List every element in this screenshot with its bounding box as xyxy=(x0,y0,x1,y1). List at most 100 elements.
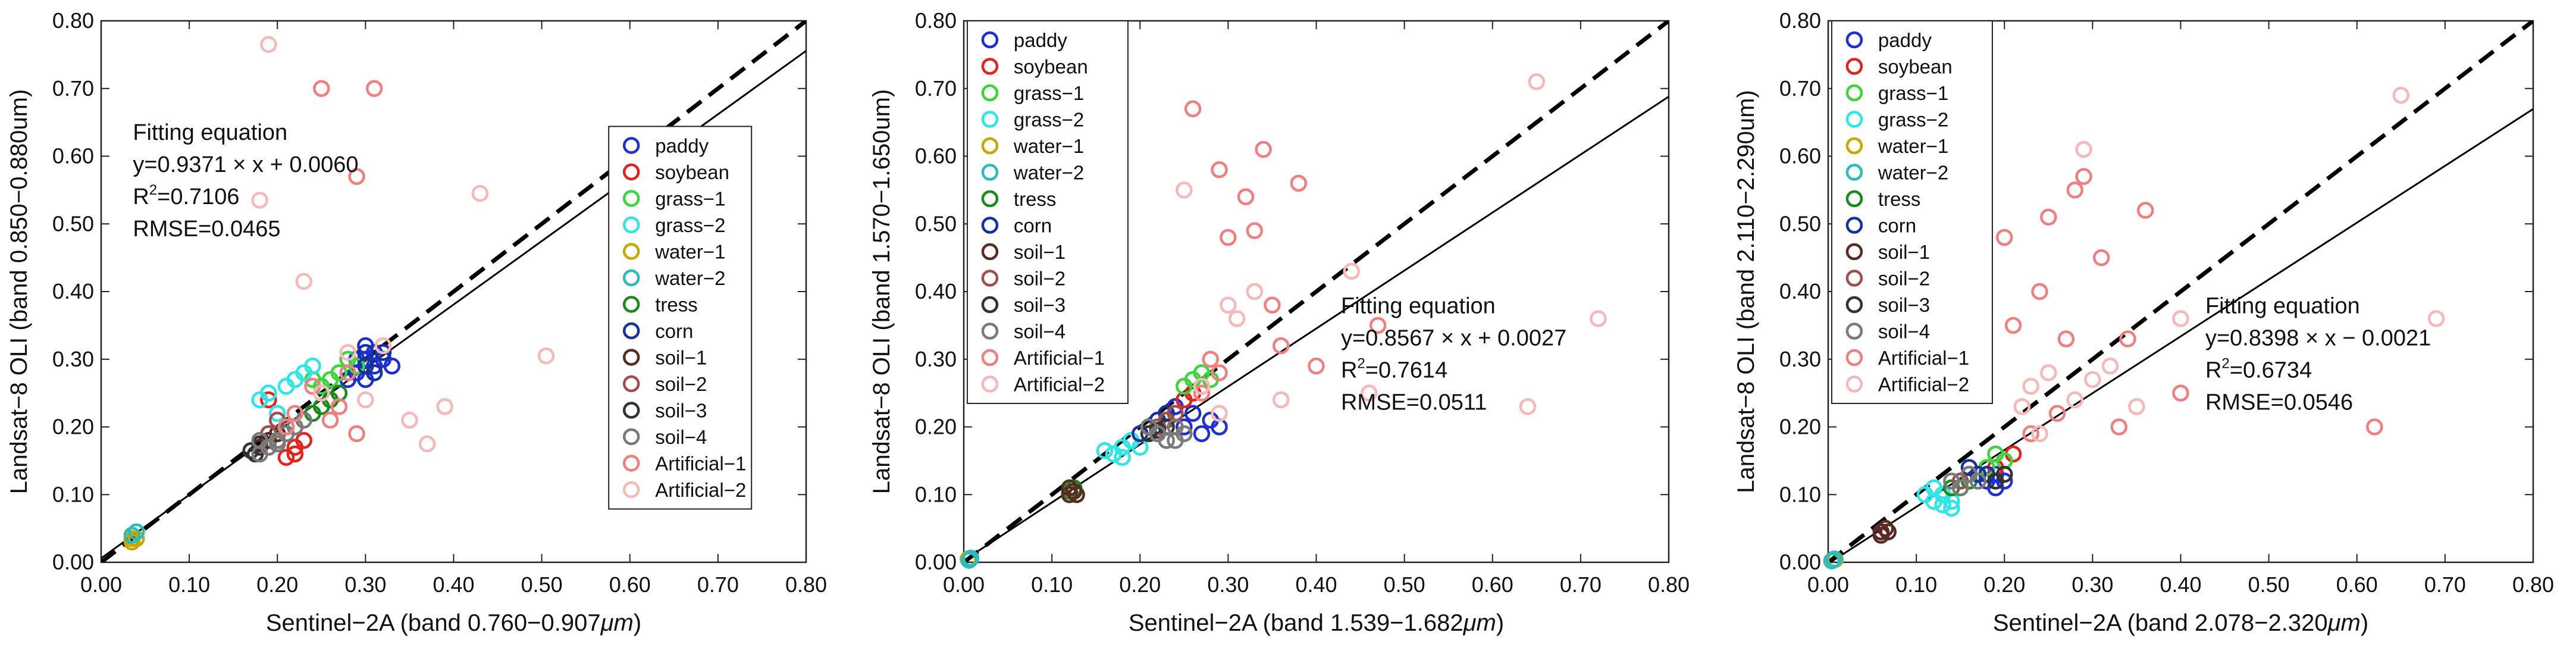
series-Artificial−2 xyxy=(1176,73,1607,422)
x-tick-label: 0.70 xyxy=(697,572,739,597)
legend-label: corn xyxy=(655,320,693,342)
annotation-r2: R2=0.7614 xyxy=(1341,355,1447,383)
legend-label: Artificial−1 xyxy=(655,452,746,474)
legend-item: soybean xyxy=(622,161,729,183)
y-tick-label: 0.20 xyxy=(915,415,957,439)
data-point xyxy=(339,364,356,381)
series-Artificial−2 xyxy=(251,36,555,453)
data-point xyxy=(374,344,392,361)
x-tick-label: 0.60 xyxy=(2336,572,2378,597)
legend-label: grass−1 xyxy=(655,187,725,209)
x-tick-label: 0.00 xyxy=(80,572,122,597)
data-point xyxy=(1167,432,1184,449)
data-point xyxy=(2066,181,2083,199)
data-point xyxy=(1934,496,1951,514)
data-point xyxy=(1176,181,1193,199)
x-tick-label: 0.20 xyxy=(256,572,298,597)
legend-label: soil−3 xyxy=(1014,294,1066,316)
legend-marker xyxy=(981,164,999,181)
data-point xyxy=(1255,140,1272,158)
legend-item: paddy xyxy=(622,134,709,156)
fit-line xyxy=(964,96,1669,562)
legend-item: water−1 xyxy=(981,135,1084,157)
legend-label: soil−4 xyxy=(1014,321,1066,343)
data-point xyxy=(1361,384,1378,402)
legend-item: soil−1 xyxy=(981,241,1066,263)
data-point xyxy=(357,337,374,355)
legend: paddy soybean grass−1 grass−2 water−1 water−2… xyxy=(608,126,753,510)
data-point xyxy=(1369,317,1387,334)
y-tick-label: 0.10 xyxy=(915,482,957,506)
data-point xyxy=(286,405,304,422)
legend-marker xyxy=(1845,217,1863,234)
legend-label: water−1 xyxy=(654,240,725,262)
y-tick-label: 0.80 xyxy=(915,8,957,33)
data-point xyxy=(436,398,453,415)
legend-label: soybean xyxy=(655,161,729,183)
legend-label: Artificial−1 xyxy=(1878,347,1969,369)
data-point xyxy=(1220,228,1237,246)
data-point xyxy=(1246,283,1264,300)
legend-marker xyxy=(981,349,999,367)
data-point xyxy=(1264,296,1281,314)
data-point xyxy=(1193,425,1211,443)
x-tick-label: 0.40 xyxy=(433,572,474,597)
legend-item: Artificial−2 xyxy=(622,479,746,501)
x-tick-label: 0.50 xyxy=(1384,572,1425,597)
series-grass−2 xyxy=(251,357,321,422)
y-tick-label: 0.20 xyxy=(52,415,94,439)
data-point xyxy=(269,435,286,453)
data-point xyxy=(1925,479,1942,497)
y-tick-label: 0.10 xyxy=(52,482,94,506)
data-point xyxy=(1879,523,1897,541)
y-tick-label: 0.30 xyxy=(1779,347,1821,371)
data-point xyxy=(2101,357,2119,375)
legend-marker xyxy=(981,111,999,128)
legend-item: paddy xyxy=(981,29,1067,51)
legend-box xyxy=(1831,20,1993,404)
legend-item: Artificial−2 xyxy=(981,374,1105,396)
legend-marker xyxy=(622,375,640,393)
data-point xyxy=(2040,364,2057,381)
x-axis-label: Sentinel−2A (band 0.760−0.907μm) xyxy=(266,610,641,636)
x-tick-label: 0.10 xyxy=(1031,572,1073,597)
data-point xyxy=(1211,405,1228,422)
data-point xyxy=(260,36,277,54)
data-point xyxy=(418,435,436,453)
legend-item: soil−3 xyxy=(622,399,707,421)
y-tick-label: 0.30 xyxy=(915,347,957,371)
legend-item: Artificial−1 xyxy=(1845,347,1969,369)
annotation-equation: y=0.8567 × x + 0.0027 xyxy=(1341,325,1566,350)
y-tick-label: 0.50 xyxy=(1779,211,1821,236)
legend-marker xyxy=(981,217,999,234)
series-water−2 xyxy=(960,549,980,569)
data-point xyxy=(313,384,330,402)
x-tick-label: 0.10 xyxy=(1895,572,1937,597)
legend-marker xyxy=(1845,322,1863,340)
legend-label: soil−2 xyxy=(1878,268,1930,290)
data-point xyxy=(2084,371,2101,389)
legend-marker xyxy=(1845,270,1863,287)
legend-item: tress xyxy=(622,293,698,315)
legend-marker xyxy=(622,269,640,287)
legend-item: Artificial−2 xyxy=(1845,374,1969,396)
series-soil−4 xyxy=(1140,418,1193,449)
data-point xyxy=(1519,398,1537,415)
y-tick-label: 0.00 xyxy=(52,550,94,574)
data-point xyxy=(348,168,365,185)
series-water−2 xyxy=(1823,550,1843,569)
legend-label: tress xyxy=(655,293,698,315)
data-point xyxy=(2004,317,2022,334)
legend-item: tress xyxy=(981,188,1056,210)
data-point xyxy=(383,357,401,375)
data-point xyxy=(251,192,268,209)
x-tick-label: 0.80 xyxy=(2512,572,2554,597)
legend-marker xyxy=(981,190,999,208)
legend-box xyxy=(966,20,1129,404)
legend-label: tress xyxy=(1878,188,1921,210)
legend-item: soil−4 xyxy=(1845,321,1930,343)
data-point xyxy=(330,364,348,381)
legend-item: paddy xyxy=(1845,29,1932,51)
legend-item: Artificial−1 xyxy=(981,347,1105,369)
legend-marker xyxy=(622,163,640,181)
